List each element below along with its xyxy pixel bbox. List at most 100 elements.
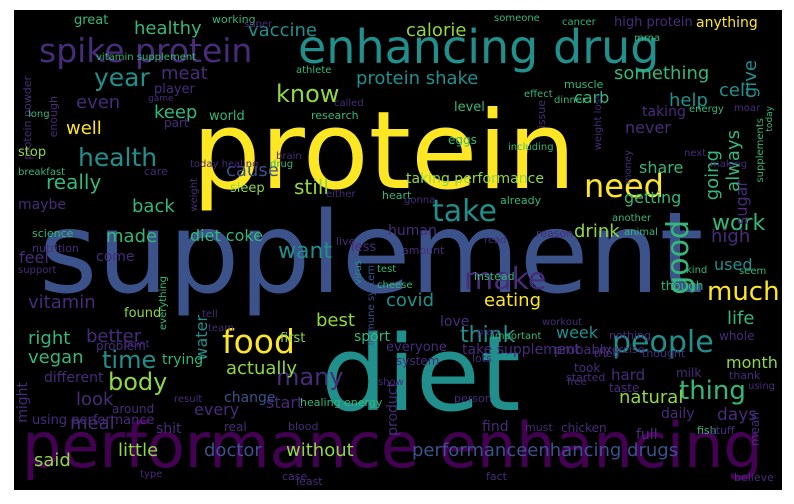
word-workout: workout [542, 317, 583, 328]
word-daily: daily [661, 406, 695, 422]
word-energy: energy [689, 104, 724, 115]
word-eggs: eggs [448, 133, 477, 147]
word-many: many [276, 363, 344, 391]
word-spike-protein: spike protein [39, 31, 253, 70]
word-muscle: muscle [564, 78, 604, 91]
word-drug: drug [270, 159, 294, 170]
word-never: never [625, 118, 671, 137]
word-tell: tell [202, 309, 218, 320]
word-kind: kind [686, 265, 708, 276]
word-keep: keep [154, 102, 198, 123]
word-player: player [154, 82, 195, 97]
word-going: going [702, 150, 723, 201]
word-found: found [124, 306, 162, 321]
word-body: body [108, 368, 168, 396]
word-mean: mean [748, 412, 762, 447]
word-less: less [351, 240, 377, 255]
word-back: back [132, 196, 175, 217]
word-year: year [94, 63, 150, 92]
word-someone: someone [494, 13, 540, 24]
word-shit: shit [156, 421, 182, 437]
word-person: person [454, 392, 492, 405]
word-vegan: vegan [28, 347, 84, 368]
word-heart: heart [382, 189, 412, 202]
word-really: really [46, 170, 102, 194]
word-science: science [32, 227, 74, 240]
word-world: world [209, 109, 245, 124]
word-meal: meal [70, 413, 115, 434]
word-meat: meat [161, 63, 208, 84]
word-best: best [316, 310, 355, 331]
word-fact: fact [486, 470, 507, 483]
word-love: love [440, 314, 470, 330]
word-amount: amount [402, 244, 445, 257]
word-issue: issue [535, 100, 548, 129]
word-performanceenhancing-drugs: performanceenhancing drugs [412, 440, 679, 461]
word-getting: getting [624, 188, 682, 207]
word-chicken: chicken [561, 421, 607, 435]
word-took: took [574, 361, 601, 375]
word-seem: seem [739, 266, 767, 277]
word-thing: thing [679, 376, 746, 406]
word-vitamin-supplement: vitamin supplement [96, 52, 197, 63]
word-research: research [311, 109, 359, 122]
word-different: different [44, 370, 104, 386]
word-weight: weight [189, 178, 200, 212]
word-plan: plan [477, 327, 499, 338]
word-human: human [388, 223, 437, 239]
word-help: help [669, 90, 708, 111]
word-support: support [18, 265, 57, 276]
word-nothing: nothing [609, 329, 651, 342]
word-covid: covid [386, 290, 434, 311]
word-great: great [74, 13, 109, 28]
word-health: health [78, 143, 158, 172]
word-least: least [296, 475, 323, 488]
word-little: little [118, 440, 159, 461]
word-tried: tried [594, 347, 620, 360]
word-look: look [76, 389, 114, 410]
word-might: might [15, 382, 31, 423]
word-must: must [525, 421, 553, 434]
word-part: part [164, 116, 189, 130]
word-taste: taste [609, 381, 640, 395]
word-believe: believe [734, 471, 774, 484]
word-athlete: athlete [296, 65, 332, 76]
word-trying: trying [162, 352, 204, 368]
word-nutrition: nutrition [32, 242, 79, 255]
word-weight-loss: weight loss [593, 94, 604, 151]
word-high: high [711, 226, 751, 247]
word-reason: reason [536, 227, 574, 240]
word-taking-performance: taking performance [406, 171, 544, 187]
word-doctor: doctor [204, 440, 262, 461]
word-sleep: sleep [230, 181, 265, 196]
word-money: money [623, 150, 634, 185]
word-mrna: mrna [634, 33, 661, 44]
word-sport: sport [354, 329, 390, 345]
word-maybe: maybe [18, 197, 67, 213]
word-important: important [492, 331, 542, 342]
word-animal: animal [624, 227, 658, 238]
word-anything: anything [696, 15, 758, 31]
word-cheese: cheese [377, 280, 413, 291]
word-know: know [276, 80, 340, 108]
word-moar: moar [734, 103, 761, 114]
word-free: free [567, 377, 587, 388]
word-hard: hard [611, 366, 646, 384]
word-making: making [710, 159, 748, 170]
word-healthy: healthy [134, 18, 202, 39]
word-blood: blood [288, 420, 319, 433]
word-called: called [334, 98, 364, 109]
word-healing-energy: healing energy [300, 396, 383, 409]
word-team: team [208, 323, 234, 334]
word-live: live [336, 235, 356, 248]
word-made: made [106, 226, 158, 247]
word-make: make [464, 262, 547, 297]
word-using-performance: using performance [32, 413, 155, 428]
word-stop: stop [18, 145, 47, 160]
word-people: people [612, 325, 714, 360]
word-month: month [726, 353, 778, 372]
word-cloud: protein supplement diet performance enhanci… [14, 10, 782, 490]
word-virus: virus [353, 260, 364, 285]
word-test: test [377, 264, 397, 275]
word-without: without [286, 440, 354, 461]
